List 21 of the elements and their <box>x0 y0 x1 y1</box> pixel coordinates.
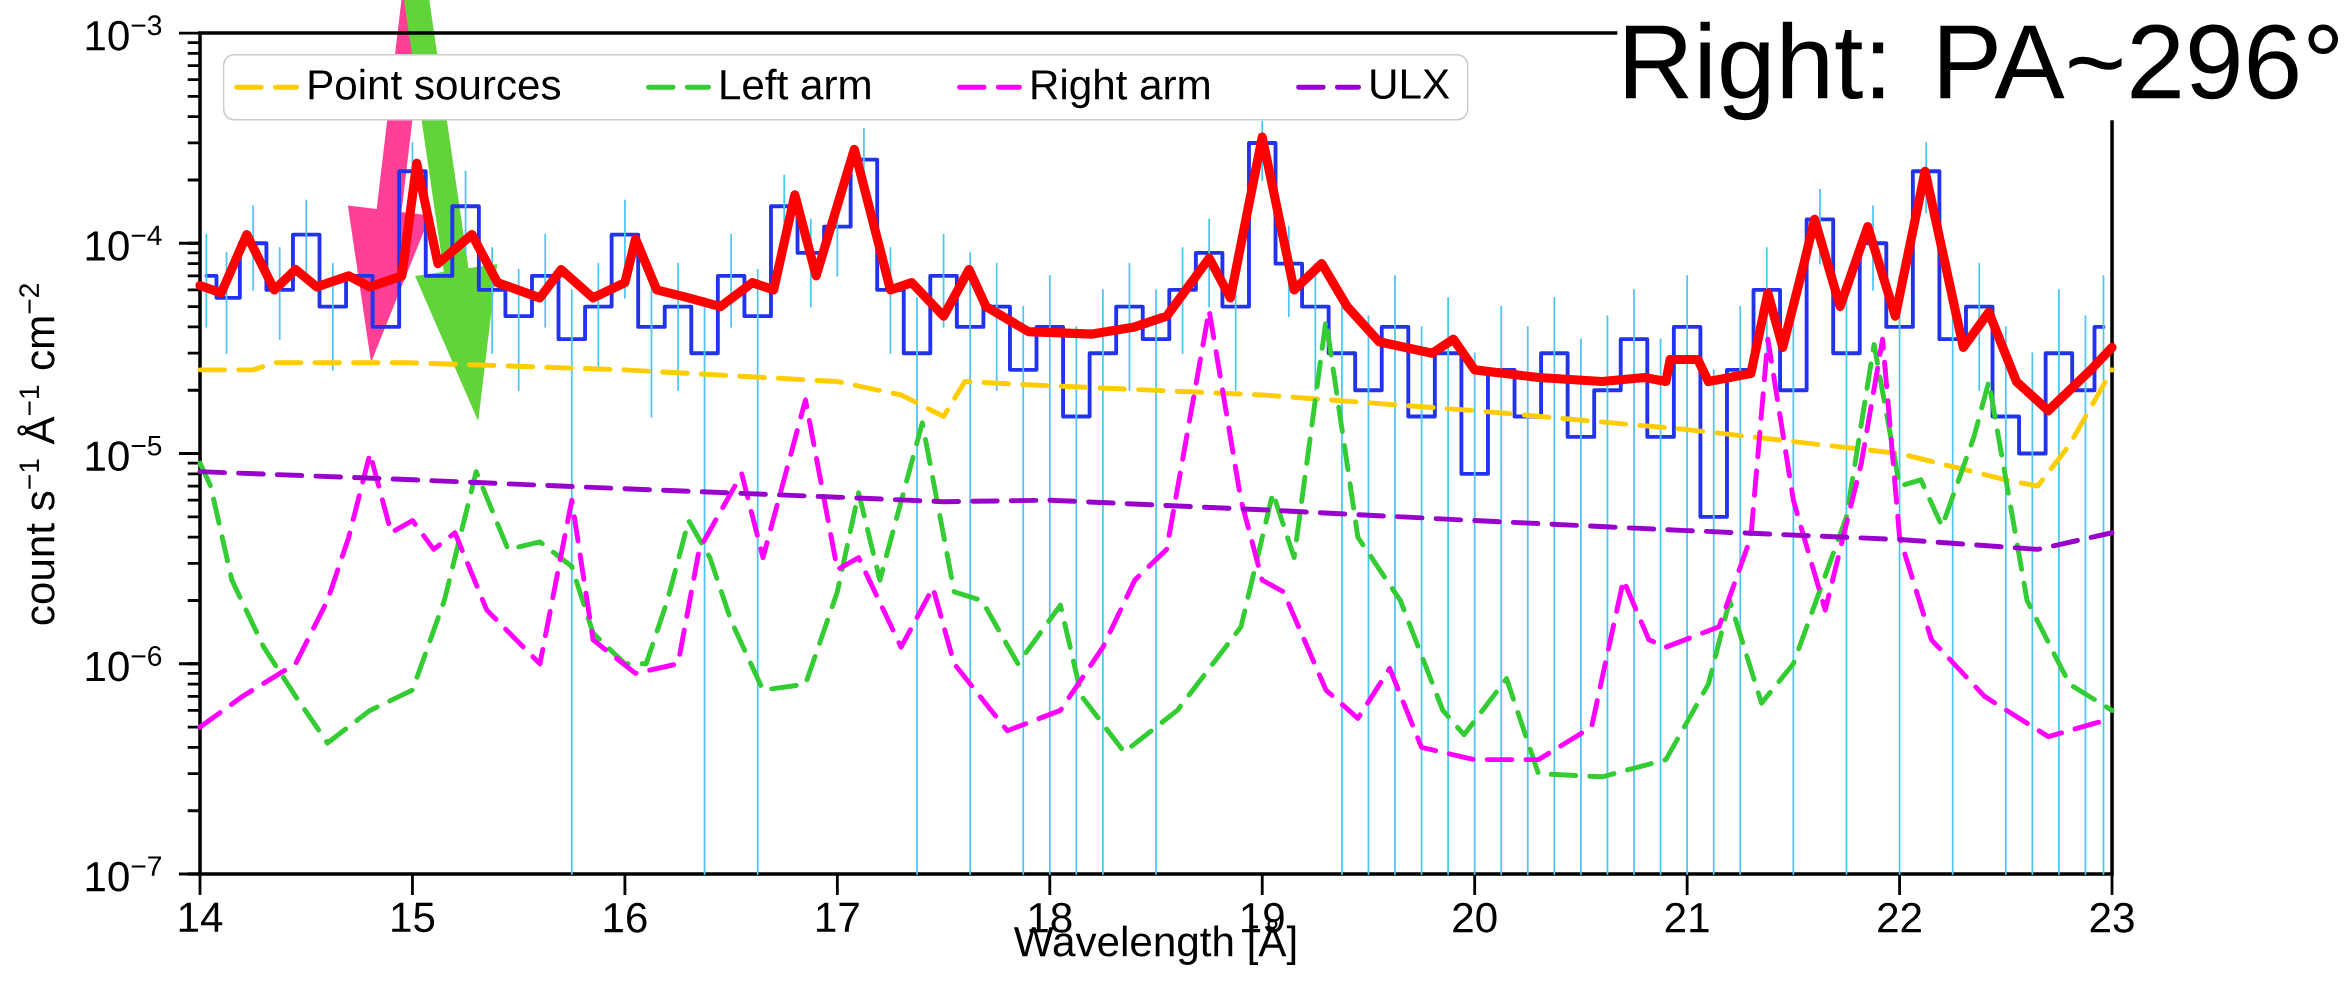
legend-label: Right arm <box>1032 68 1209 109</box>
annotation: Right: PA~296° <box>1626 21 2338 121</box>
line-series <box>197 360 2115 489</box>
x-tick-label: 20 <box>1453 902 1497 933</box>
line-series <box>197 469 2115 552</box>
x-tick-label: 23 <box>2090 902 2134 933</box>
legend-label: ULX <box>1371 69 1450 99</box>
y-tick-label: 10$^{−4}$ <box>86 225 162 261</box>
y-tick-label: 10$^{−7}$ <box>86 856 161 892</box>
x-tick-label: 21 <box>1665 902 1709 933</box>
x-tick-label: 15 <box>392 902 435 933</box>
x-tick-label: 16 <box>604 902 647 933</box>
legend-label: Left arm <box>721 68 870 100</box>
y-tick-label: 10$^{−3}$ <box>86 15 162 51</box>
x-tick-label: 14 <box>179 902 223 932</box>
x-tick-label: 22 <box>1878 902 1921 933</box>
y-axis-title: count s$^{−1}$ Å$^{−1}$ cm$^{−2}$ <box>17 284 55 625</box>
x-tick-label: 17 <box>817 902 859 932</box>
y-tick-label: 10$^{−6}$ <box>86 646 162 682</box>
legend-label: Point sources <box>309 68 561 100</box>
y-tick-label: 10$^{−5}$ <box>86 435 162 472</box>
